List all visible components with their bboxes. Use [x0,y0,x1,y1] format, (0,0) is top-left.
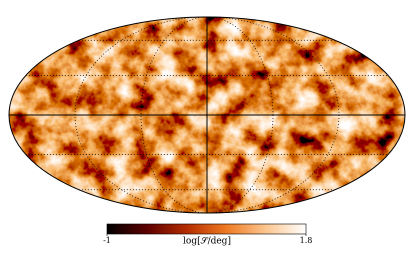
map-border [8,16,406,214]
colorbar-label: log[𝒮/deg] [183,237,231,247]
colorbar [106,223,307,235]
colorbar-tick-label: 1.8 [300,236,313,245]
graticule [9,16,405,214]
colorbar-tick-label: -1 [103,236,111,245]
